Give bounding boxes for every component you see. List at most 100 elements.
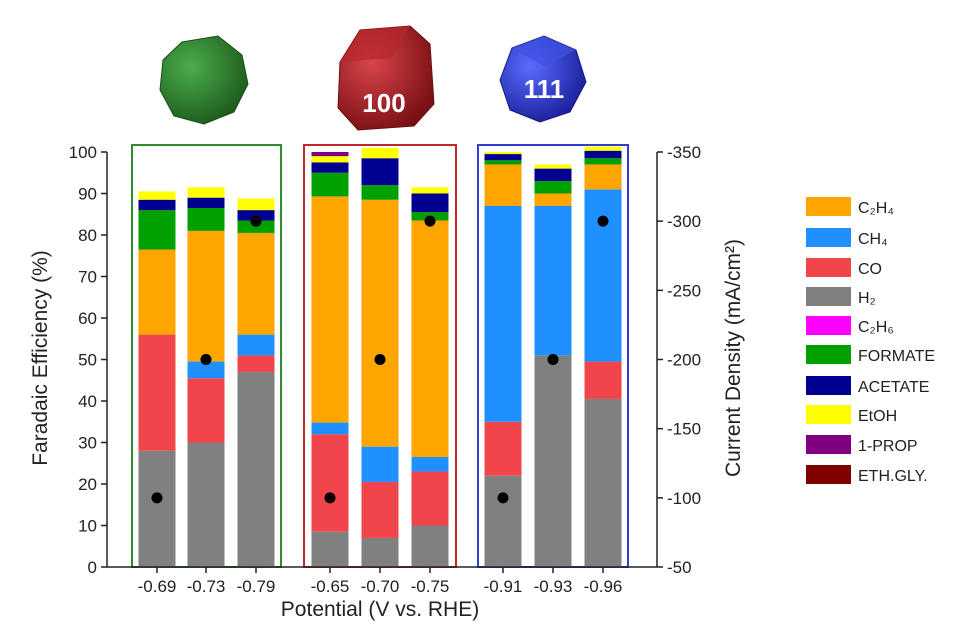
bar-segment-co-4 [361, 481, 399, 538]
bar-segment-formate-7 [534, 181, 572, 194]
y-tick-label: 10 [78, 517, 97, 536]
legend: C₂H₄ CH₄ CO H₂ C₂H₆ FORMATE ACETATE EtOH 1-PROP E… [806, 197, 935, 485]
legend-label: ETH.GLY. [858, 468, 928, 485]
legend-label: CO [858, 261, 882, 278]
bar-segment-acetate-0 [138, 199, 176, 211]
x-tick-label: -0.91 [484, 577, 523, 596]
bar-segment-formate-1 [187, 208, 225, 231]
y-tick-label: 20 [78, 475, 97, 494]
bar-segment-etoh-1 [187, 187, 225, 198]
y2-tick-label: -350 [667, 143, 701, 162]
bar-segment-co-2 [237, 355, 275, 372]
bar-segment-ch-4 [361, 446, 399, 482]
bar-segment-etoh-3 [311, 156, 349, 163]
bar-segment-etoh-2 [237, 198, 275, 211]
bar-segment-ch-6 [484, 205, 522, 422]
bar-segment-h-0 [138, 450, 176, 567]
bar-segment-ch-6 [484, 164, 522, 206]
x-tick-label: -0.75 [411, 577, 450, 596]
legend-swatch [806, 197, 851, 216]
bar-segment-h-8 [584, 398, 622, 567]
x-tick-label: -0.65 [311, 577, 350, 596]
sphere-nanocrystal-icon [159, 35, 249, 125]
legend-swatch [806, 376, 851, 395]
bar-segment-ch-3 [311, 422, 349, 435]
bar-segment-ch-7 [534, 193, 572, 206]
current-density-dot-2 [250, 215, 262, 227]
bar-segment-h-4 [361, 537, 399, 567]
bar-segment-ch-2 [237, 232, 275, 335]
bar-segment-etoh-8 [584, 146, 622, 151]
octahedron-nanocrystal-icon [499, 35, 587, 123]
current-density-dot-3 [324, 492, 336, 504]
bar-segment-acetate-5 [411, 193, 449, 213]
legend-label: C₂H₄ [858, 200, 894, 217]
shape-label-111: 111 [524, 74, 565, 104]
current-density-dot-4 [374, 354, 386, 365]
bar-segment-formate-3 [311, 172, 349, 197]
cube-nanocrystal-icon [337, 25, 435, 131]
current-density-dot-8 [597, 215, 609, 227]
y-tick-label: 100 [69, 143, 97, 162]
bar-segment-h-5 [411, 525, 449, 567]
legend-swatch [806, 345, 851, 364]
bar-segment-acetate-7 [534, 168, 572, 182]
bar-segment-h-6 [484, 475, 522, 567]
y2-tick-label: -300 [667, 212, 701, 231]
legend-swatch [806, 405, 851, 424]
shape-label-100: 100 [362, 88, 405, 118]
bar-segment-co-0 [138, 334, 176, 451]
bar-segment-ch-4 [361, 199, 399, 447]
legend-swatch [806, 435, 851, 454]
bar-segment-co-1 [187, 378, 225, 443]
current-density-markers [151, 215, 609, 504]
bar-segment-etoh-7 [534, 164, 572, 169]
bar-segment-etoh-0 [138, 191, 176, 200]
legend-label: EtOH [858, 408, 897, 425]
y2-tick-label: -150 [667, 420, 701, 439]
bar-segment-etoh-5 [411, 187, 449, 194]
nanocrystal-shapes: 100 111 [159, 25, 587, 131]
x-tick-label: -0.69 [138, 577, 177, 596]
legend-swatch [806, 287, 851, 306]
y-tick-label: 50 [78, 351, 97, 370]
bar-segment-h-1 [187, 442, 225, 567]
y2-axis-title: Current Density (mA/cm²) [722, 239, 745, 477]
y-tick-label: 30 [78, 434, 97, 453]
x-tick-label: -0.93 [534, 577, 573, 596]
bar-segment-ch-1 [187, 230, 225, 362]
bar-segment-ch-1 [187, 361, 225, 379]
y2-tick-label: -50 [667, 558, 692, 577]
legend-swatch [806, 465, 851, 484]
y2-tick-label: -100 [667, 489, 701, 508]
bar-segment-acetate-1 [187, 197, 225, 209]
bar-segment-ch-0 [138, 249, 176, 335]
y-tick-label: 40 [78, 392, 97, 411]
current-density-dot-7 [547, 354, 559, 365]
bar-segment-formate-0 [138, 210, 176, 250]
x-tick-label: -0.79 [237, 577, 276, 596]
legend-label: FORMATE [858, 348, 935, 365]
x-axis-title: Potential (V vs. RHE) [281, 598, 479, 621]
bar-segment-co-5 [411, 471, 449, 526]
bar-segment-formate-6 [484, 160, 522, 165]
legend-swatch [806, 258, 851, 277]
legend-label: C₂H₆ [858, 319, 894, 336]
x-tick-label: -0.73 [187, 577, 226, 596]
legend-swatch [806, 316, 851, 335]
bar-segment-acetate-3 [311, 162, 349, 173]
current-density-dot-1 [200, 354, 212, 365]
bar-segment-ch-2 [237, 334, 275, 356]
bar-segment-co-3 [311, 434, 349, 532]
legend-label: 1-PROP [858, 438, 918, 455]
x-tick-label: -0.96 [584, 577, 623, 596]
legend-label: H₂ [858, 290, 876, 307]
bar-segment-acetate-6 [484, 154, 522, 161]
bar-segment-etoh-6 [484, 152, 522, 155]
bar-segment-ch-8 [584, 164, 622, 190]
legend-label: CH₄ [858, 231, 888, 248]
bar-segment-1prop-3 [311, 152, 349, 157]
y-tick-label: 80 [78, 226, 97, 245]
bar-segment-acetate-4 [361, 158, 399, 186]
